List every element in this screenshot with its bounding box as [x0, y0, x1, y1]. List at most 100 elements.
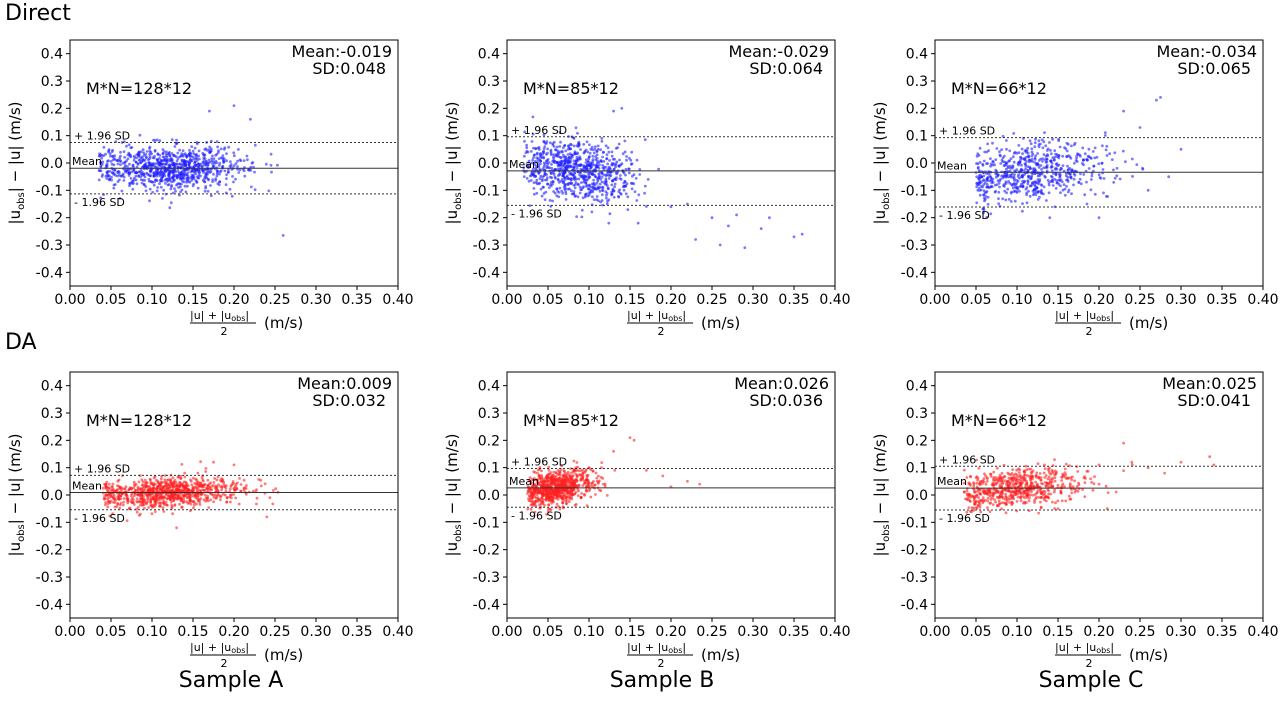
data-point	[1039, 164, 1043, 167]
data-point	[104, 483, 108, 486]
data-point	[1015, 500, 1019, 503]
data-point	[610, 162, 614, 165]
data-point	[625, 158, 628, 162]
x-axis-label: |u| + |uobs|2 (m/s)	[627, 309, 740, 338]
data-point	[1077, 481, 1080, 485]
data-point	[975, 201, 979, 205]
x-label-denominator: 2	[221, 657, 228, 670]
data-point	[1014, 482, 1018, 485]
data-point	[999, 162, 1003, 165]
y-tick-label: 0.2	[41, 433, 63, 449]
data-point	[577, 177, 581, 181]
data-point	[221, 158, 225, 162]
data-point	[185, 481, 188, 485]
data-point	[605, 153, 609, 157]
data-point	[1023, 491, 1026, 495]
data-point	[1027, 467, 1031, 471]
data-point	[566, 478, 570, 482]
data-point	[546, 476, 549, 479]
data-point	[544, 492, 548, 496]
data-point	[1095, 155, 1099, 159]
x-tick-label: 0.35	[778, 624, 809, 640]
data-point	[181, 494, 185, 498]
data-point	[162, 486, 165, 490]
y-tick-label: 0.0	[41, 156, 63, 172]
data-point	[104, 501, 107, 504]
data-point	[1009, 200, 1013, 203]
data-point	[547, 485, 550, 488]
x-tick-label: 0.35	[1206, 292, 1237, 308]
data-point	[163, 478, 167, 482]
data-point	[1044, 474, 1048, 477]
data-point	[563, 492, 567, 496]
data-point	[176, 157, 180, 161]
data-point	[974, 506, 978, 509]
data-point	[105, 177, 109, 180]
data-point	[1104, 484, 1108, 488]
data-point	[538, 177, 542, 181]
data-point	[129, 494, 133, 498]
data-point	[632, 438, 636, 442]
data-point	[563, 472, 567, 475]
data-point	[148, 147, 151, 150]
data-point	[1051, 500, 1054, 504]
data-point	[563, 161, 567, 165]
data-point	[161, 162, 164, 166]
data-point	[1031, 484, 1035, 488]
y-tick-label: -0.4	[36, 265, 63, 281]
data-point	[178, 193, 181, 197]
data-point	[977, 186, 981, 190]
data-point	[999, 490, 1003, 494]
data-point	[600, 137, 604, 140]
data-point	[170, 159, 174, 163]
x-tick-label: 0.35	[341, 624, 372, 640]
data-point	[592, 151, 596, 155]
data-point	[1005, 191, 1008, 195]
data-point	[211, 154, 214, 158]
data-point	[1024, 489, 1028, 492]
data-point	[575, 461, 579, 464]
x-tick-label: 0.40	[819, 624, 850, 640]
data-point	[206, 496, 209, 500]
data-point	[595, 149, 599, 153]
data-point	[159, 501, 162, 504]
data-point	[977, 176, 981, 180]
data-point	[584, 192, 588, 196]
data-point	[225, 177, 228, 181]
data-point	[209, 194, 213, 198]
data-point	[595, 198, 599, 202]
data-point	[142, 151, 146, 155]
data-point	[179, 477, 183, 480]
data-point	[167, 158, 171, 161]
data-point	[550, 166, 554, 170]
data-point	[551, 180, 555, 184]
data-point	[1010, 476, 1014, 480]
data-point	[1047, 469, 1051, 472]
data-point	[1118, 177, 1122, 181]
point-group	[97, 104, 285, 237]
data-point	[1077, 180, 1081, 184]
lower-sd-label: - 1.96 SD	[511, 207, 562, 220]
data-point	[108, 514, 112, 518]
data-point	[242, 478, 246, 482]
data-point	[192, 506, 195, 510]
data-point	[981, 207, 985, 211]
data-point	[551, 182, 555, 186]
data-point	[1046, 488, 1050, 491]
data-point	[552, 500, 555, 504]
data-point	[164, 483, 167, 487]
data-point	[1049, 492, 1053, 496]
data-point	[557, 152, 561, 155]
data-point	[630, 174, 634, 178]
data-point	[583, 179, 587, 183]
data-point	[573, 186, 577, 190]
data-point	[154, 162, 158, 166]
data-point	[207, 499, 210, 503]
data-point	[123, 155, 127, 159]
data-point	[1033, 141, 1037, 145]
data-point	[1064, 462, 1068, 466]
data-point	[535, 478, 539, 482]
data-point	[149, 482, 153, 485]
data-point	[986, 142, 989, 146]
x-tick-label: 0.25	[1124, 292, 1155, 308]
